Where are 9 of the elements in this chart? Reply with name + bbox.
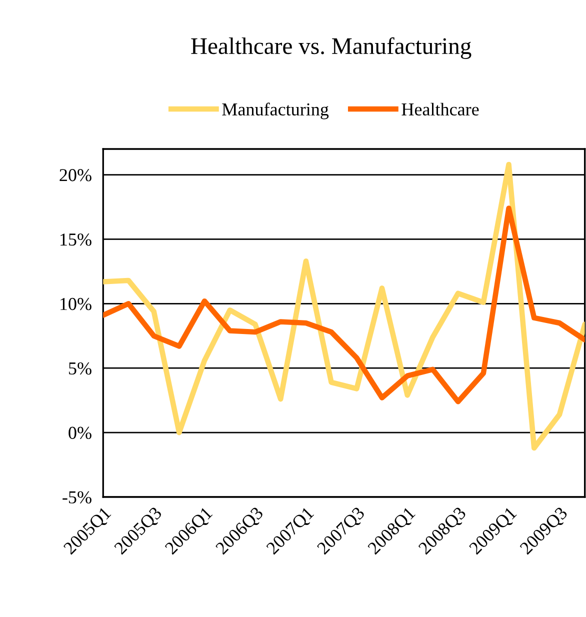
legend-label: Healthcare bbox=[402, 102, 479, 116]
y-tick-label: 5% bbox=[69, 362, 92, 375]
y-tick-label: 20% bbox=[60, 169, 92, 182]
y-tick-label: 0% bbox=[68, 426, 92, 440]
chart-title: Healthcare vs. Manufacturing bbox=[191, 37, 472, 59]
y-tick-label: -5% bbox=[62, 491, 92, 504]
legend-label: Manufacturing bbox=[222, 102, 329, 120]
y-tick-label: 15% bbox=[60, 233, 92, 246]
y-tick-label: 10% bbox=[60, 298, 92, 310]
